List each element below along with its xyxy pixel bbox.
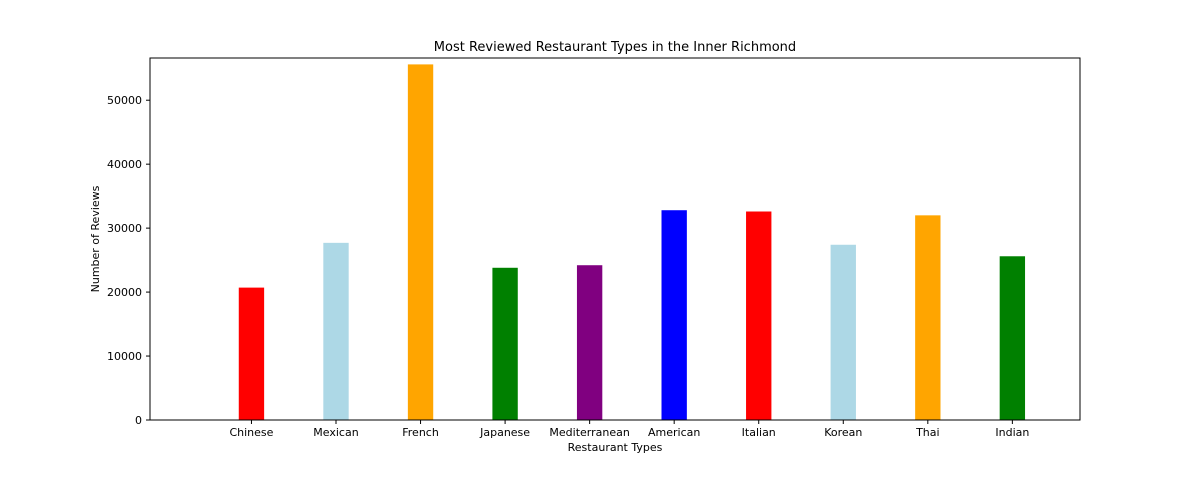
x-axis-label: Restaurant Types (568, 441, 663, 454)
bar-mexican (323, 242, 349, 420)
bar-japanese (492, 267, 518, 420)
bar-italian (746, 211, 772, 420)
bars-layer (238, 64, 1026, 421)
x-tick-label: Mediterranean (549, 426, 629, 439)
bar-thai (915, 215, 941, 420)
x-tick-label: Italian (742, 426, 776, 439)
y-axis-label: Number of Reviews (89, 185, 102, 292)
bar-mediterranean (576, 265, 603, 420)
x-tick-label: Mexican (313, 426, 358, 439)
y-tick-label: 20000 (107, 286, 142, 299)
x-tick-label: Japanese (479, 426, 530, 439)
y-tick-label: 50000 (107, 94, 142, 107)
bar-chinese (238, 287, 265, 420)
x-tick-label: Korean (824, 426, 862, 439)
bar-indian (999, 256, 1026, 420)
x-tick-label: American (648, 426, 700, 439)
y-tick-label: 10000 (107, 350, 142, 363)
bar-korean (830, 244, 856, 420)
chart-title: Most Reviewed Restaurant Types in the In… (434, 40, 796, 55)
x-tick-label: French (402, 426, 439, 439)
y-axis-ticks: 0 10000 20000 30000 40000 50000 (107, 94, 150, 427)
x-tick-label: Chinese (229, 426, 273, 439)
bar-american (661, 210, 687, 420)
y-tick-label: 30000 (107, 222, 142, 235)
y-tick-label: 0 (135, 414, 142, 427)
bar-french (407, 64, 434, 421)
x-tick-label: Thai (915, 426, 940, 439)
x-tick-label: Indian (995, 426, 1029, 439)
x-axis-ticks: Chinese Mexican French Japanese Mediterranea… (229, 420, 1029, 439)
y-tick-label: 40000 (107, 158, 142, 171)
plot-frame (149, 57, 1081, 421)
